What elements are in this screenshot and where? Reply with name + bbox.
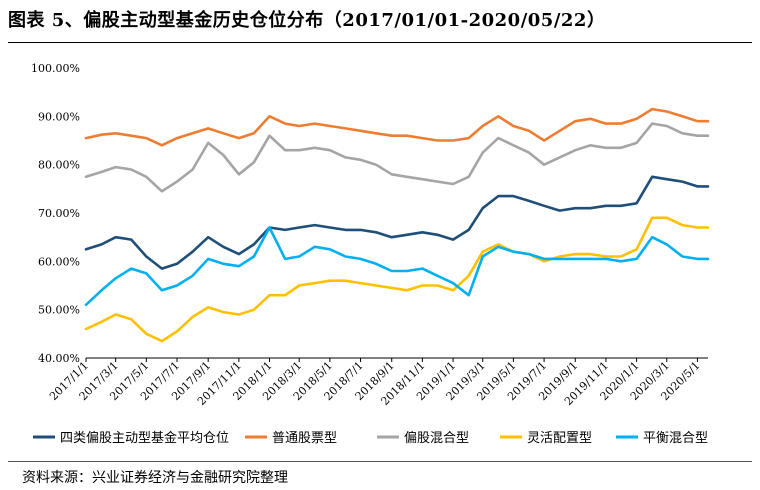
legend-label: 平衡混合型 (643, 431, 708, 446)
legend: 四类偏股主动型基金平均仓位 普通股票型 偏股混合型 灵活配置型 平衡混合型 (33, 430, 708, 446)
y-tick-label: 90.00% (38, 110, 80, 123)
legend-label: 灵活配置型 (527, 431, 592, 446)
y-axis: 40.00% 50.00% 60.00% 70.00% 80.00% 90.00% 100.… (31, 62, 80, 365)
y-tick-label: 70.00% (38, 207, 80, 220)
y-tick-label: 50.00% (38, 304, 80, 317)
y-tick-label: 100.00% (31, 62, 80, 75)
series-line-1 (84, 175, 710, 270)
title-divider (8, 42, 752, 43)
series-lines (84, 107, 710, 343)
legend-label: 四类偏股主动型基金平均仓位 (60, 430, 229, 446)
y-tick-label: 60.00% (38, 255, 80, 268)
source-divider (8, 461, 752, 462)
series-line-3 (84, 122, 710, 193)
page-title: 图表 5、偏股主动型基金历史仓位分布（2017/01/01-2020/05/22… (8, 10, 606, 31)
y-tick-label: 80.00% (38, 159, 80, 172)
y-tick-label: 40.00% (38, 352, 80, 365)
legend-label: 普通股票型 (272, 431, 337, 446)
legend-label: 偏股混合型 (404, 431, 469, 446)
series-line-5 (84, 226, 710, 307)
series-line-2 (84, 107, 710, 147)
series-line-4 (84, 216, 710, 343)
line-chart: 40.00% 50.00% 60.00% 70.00% 80.00% 90.00% 100.… (31, 62, 710, 446)
source-note: 资料来源：兴业证券经济与金融研究院整理 (22, 470, 288, 486)
x-axis: 2017/1/12017/3/12017/5/12017/7/12017/9/1… (47, 357, 708, 408)
